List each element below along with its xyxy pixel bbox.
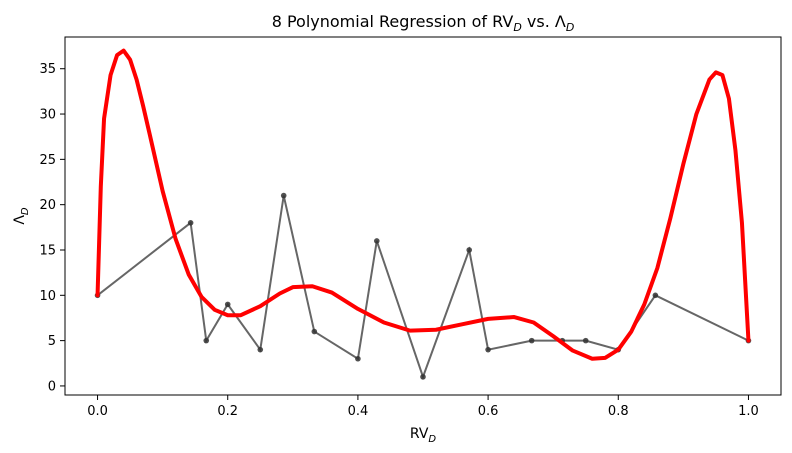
- data-point: [582, 337, 589, 344]
- data-point: [280, 192, 287, 199]
- x-tick-label: 0.6: [478, 404, 499, 419]
- plot-frame: [64, 36, 782, 396]
- data-point: [355, 355, 361, 362]
- data-point: [373, 238, 380, 244]
- y-tick-label: 5: [48, 334, 56, 349]
- x-tick-label: 0.0: [87, 404, 108, 419]
- y-tick-label: 15: [39, 243, 56, 258]
- y-tick-label: 0: [48, 379, 56, 394]
- data-point: [311, 328, 318, 335]
- data-point: [257, 346, 264, 353]
- y-tick-label: 10: [39, 289, 56, 304]
- fit-series: [95, 48, 751, 361]
- chart-title: 8 Polynomial Regression of RVD vs. ΛD: [272, 12, 575, 34]
- x-tick-label: 0.8: [608, 404, 629, 419]
- data-point: [652, 292, 659, 299]
- data-point: [203, 337, 210, 344]
- y-axis-ticks: 0 5 10 15 20 25 30 35: [39, 62, 65, 394]
- data-series-line: [96, 195, 749, 380]
- x-axis-title: RVD: [410, 426, 437, 445]
- y-tick-label: 30: [39, 108, 56, 123]
- x-axis-ticks: 0.0 0.2 0.4 0.6 0.8 1.0: [87, 395, 759, 419]
- y-tick-label: 35: [39, 62, 56, 77]
- fit-curve-line: [95, 48, 751, 361]
- data-point: [466, 247, 473, 253]
- data-point: [224, 301, 231, 308]
- y-tick-label: 20: [39, 198, 56, 213]
- plot-area: [64, 36, 782, 396]
- x-tick-label: 1.0: [738, 404, 759, 419]
- x-tick-label: 0.4: [348, 404, 369, 419]
- y-tick-label: 25: [39, 153, 56, 168]
- data-point: [528, 337, 535, 344]
- y-axis-title: ΛD: [12, 207, 31, 225]
- x-tick-label: 0.2: [217, 404, 238, 419]
- data-point: [187, 219, 194, 226]
- data-point: [485, 346, 491, 353]
- data-point: [420, 374, 426, 380]
